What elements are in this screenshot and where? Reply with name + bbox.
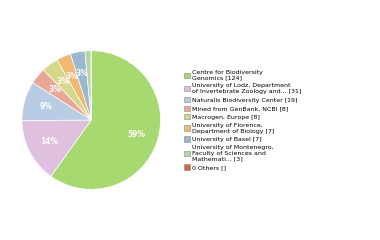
Text: 9%: 9%: [39, 102, 52, 111]
Text: 59%: 59%: [127, 130, 145, 139]
Legend: Centre for Biodiversity
Genomics [124], University of Lodz, Department
of Invert: Centre for Biodiversity Genomics [124], …: [184, 69, 302, 171]
Wedge shape: [51, 51, 160, 189]
Text: 14%: 14%: [40, 137, 58, 146]
Text: 3%: 3%: [57, 77, 70, 86]
Wedge shape: [70, 51, 91, 120]
Wedge shape: [43, 60, 91, 120]
Wedge shape: [22, 120, 91, 176]
Text: 3%: 3%: [48, 85, 61, 94]
Text: 3%: 3%: [76, 69, 88, 78]
Wedge shape: [33, 70, 91, 120]
Text: 3%: 3%: [66, 72, 79, 81]
Wedge shape: [22, 83, 91, 120]
Wedge shape: [57, 54, 91, 120]
Wedge shape: [85, 51, 91, 120]
